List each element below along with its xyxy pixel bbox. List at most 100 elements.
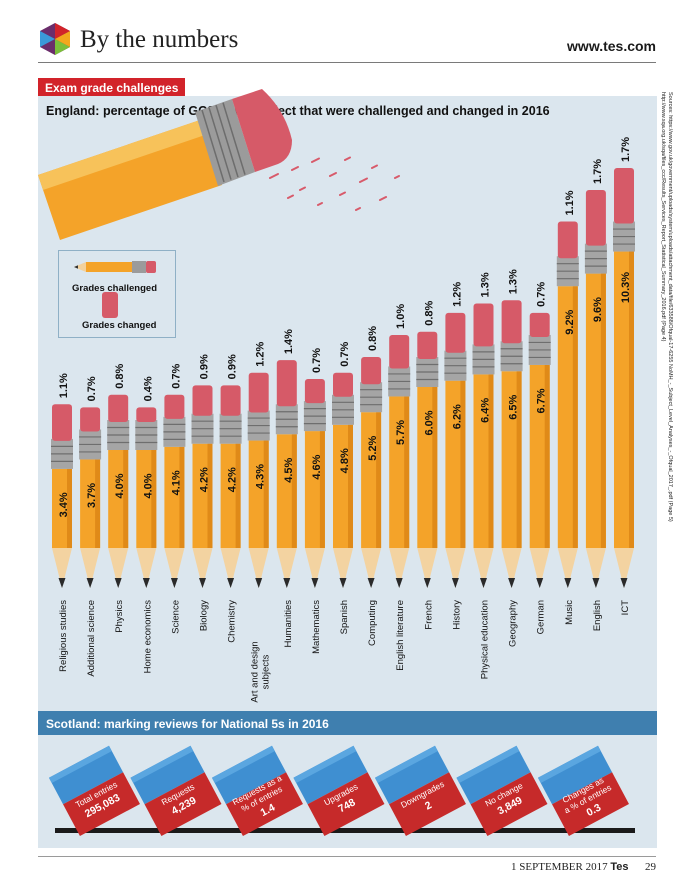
changed-bar	[220, 385, 241, 416]
eraser-blue-half	[293, 745, 368, 805]
pencil-cone	[276, 548, 297, 588]
changed-bar	[136, 407, 157, 422]
challenged-label: 9.6%	[592, 297, 604, 322]
eraser-top-highlight	[48, 745, 112, 784]
changed-bar	[473, 303, 494, 347]
eraser-blue-half	[456, 745, 531, 805]
changed-label: 1.1%	[564, 190, 576, 215]
category-label: Science	[170, 600, 181, 634]
changed-bar	[389, 334, 410, 369]
challenged-label: 4.8%	[339, 448, 351, 473]
pencil-lead	[508, 578, 516, 588]
pencil-body-shade	[319, 431, 325, 548]
pencil-bar: 5.7% 1.0% English literature	[388, 304, 411, 671]
changed-bar	[445, 312, 466, 353]
pencil-body-shade	[544, 364, 550, 548]
pencil-cone	[529, 548, 550, 588]
changed-label: 0.8%	[367, 326, 379, 351]
category-label: History	[451, 600, 462, 630]
pencil-bar: 3.4% 1.1% Religious studies	[51, 373, 73, 672]
header-divider	[38, 62, 656, 63]
category-label: Chemistry	[227, 600, 238, 643]
pencil-body-shade	[263, 440, 269, 548]
changed-bar	[248, 372, 269, 413]
eraser-crumb	[371, 164, 378, 169]
changed-label: 1.7%	[620, 137, 632, 162]
changed-bar	[304, 379, 325, 404]
pencil-lead	[451, 578, 459, 588]
legend-icons	[74, 261, 156, 318]
pencil-cone	[585, 548, 606, 588]
changed-label: 0.4%	[142, 376, 154, 401]
eraser-crumb	[287, 194, 294, 199]
pencil-body-shade	[348, 424, 353, 548]
pencil-body-shade	[404, 396, 410, 548]
changed-bar	[108, 394, 129, 422]
category-label: Computing	[367, 600, 378, 646]
tes-logo-icon	[40, 23, 70, 55]
pencil-body-shade	[488, 374, 494, 548]
eraser-crumb	[317, 202, 323, 206]
legend-pencil-lead	[74, 265, 78, 269]
eraser-crumb	[269, 173, 279, 179]
eraser-crumb	[394, 175, 400, 179]
challenged-label: 6.5%	[508, 394, 520, 419]
challenged-label: 4.6%	[311, 454, 323, 479]
eraser-blue-half	[48, 745, 124, 805]
pencil-bar: 4.5% 1.4% Humanities	[275, 329, 298, 648]
pencil-bars: 3.4% 1.1% Religious studies 3.7% 0.7% Additio…	[51, 137, 635, 703]
pencil-bar: 6.2% 1.2% History	[444, 282, 467, 630]
challenged-label: 3.4%	[58, 492, 70, 517]
eraser-top-highlight	[374, 745, 438, 784]
eraser-crumb	[291, 166, 299, 171]
challenged-label: 9.2%	[564, 309, 576, 334]
pencil-lead	[255, 578, 263, 588]
eraser-crumb	[359, 177, 368, 183]
eraser-top-highlight	[537, 745, 601, 784]
pencil-cone	[501, 548, 522, 588]
changed-bar	[529, 312, 550, 337]
deco-pencil-highlight	[38, 120, 205, 190]
pencil-bar: 6.7% 0.7% German	[528, 282, 551, 634]
deco-ferrule-line	[201, 109, 225, 183]
pencil-body-shade	[207, 443, 213, 548]
category-label: Art and design	[250, 641, 261, 702]
challenged-label: 4.3%	[255, 464, 267, 489]
pencil-lead	[86, 578, 94, 588]
challenged-label: 3.7%	[86, 483, 98, 508]
deco-pencil-body	[38, 120, 222, 240]
changed-label: 0.7%	[86, 376, 98, 401]
pencil-bar: 5.2% 0.8% Computing	[360, 326, 383, 646]
changed-label: 0.9%	[227, 354, 239, 379]
pencil-body-shade	[235, 443, 241, 548]
pencil-cone	[614, 548, 634, 588]
changed-bar	[333, 372, 353, 397]
category-label: English literature	[395, 600, 406, 671]
pencil-body-shade	[179, 446, 185, 548]
pencil-cone	[304, 548, 325, 588]
changed-bar	[361, 357, 382, 385]
eraser-crumb	[355, 207, 361, 211]
changed-label: 1.7%	[592, 159, 604, 184]
eraser-crumb	[339, 191, 346, 196]
pencil-body-shade	[151, 450, 157, 548]
changed-bar	[557, 221, 578, 259]
pencil-body-shade	[516, 371, 522, 548]
eraser-top-highlight	[130, 745, 194, 784]
pencil-bar: 4.0% 0.8% Physics	[107, 364, 130, 633]
eraser-blue-half	[537, 745, 613, 805]
eraser-crumb	[344, 156, 351, 161]
site-url[interactable]: www.tes.com	[567, 38, 656, 54]
changed-label: 1.2%	[255, 341, 267, 366]
challenged-label: 4.1%	[170, 470, 182, 495]
changed-bar	[192, 385, 213, 416]
pencil-lead	[283, 578, 291, 588]
eraser-crumb	[299, 186, 306, 191]
pencil-body-shade	[291, 434, 297, 548]
deco-ferrule-line	[215, 104, 239, 178]
changed-bar	[614, 168, 634, 224]
